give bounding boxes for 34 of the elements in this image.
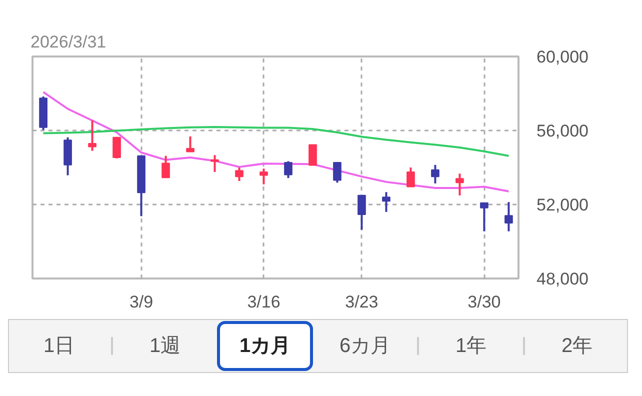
text: 1年 bbox=[454, 334, 488, 359]
x-tick-label: 3/23 bbox=[345, 292, 378, 312]
candlestick bbox=[284, 160, 292, 180]
text: 6カ月 bbox=[338, 334, 392, 359]
line-series bbox=[42, 91, 510, 192]
candlestick bbox=[88, 120, 96, 152]
candlestick bbox=[162, 154, 170, 179]
candlestick bbox=[504, 201, 513, 232]
candlestick bbox=[480, 202, 488, 232]
chart-title: 2026/3/31 bbox=[30, 32, 106, 52]
text: 1カ月 bbox=[217, 320, 313, 372]
candlestick bbox=[456, 172, 464, 196]
candlestick bbox=[431, 164, 440, 184]
line-series bbox=[42, 126, 510, 157]
candlestick bbox=[210, 154, 219, 173]
text: 1日 bbox=[42, 334, 76, 359]
candlestick bbox=[406, 166, 415, 188]
candlestick bbox=[112, 136, 121, 160]
y-tick-label: 56,000 bbox=[536, 122, 588, 140]
text: 1週 bbox=[148, 334, 182, 359]
candlestick bbox=[260, 168, 268, 186]
y-tick-label: 48,000 bbox=[536, 270, 588, 288]
candlestick bbox=[333, 160, 342, 184]
y-tick-label: 52,000 bbox=[536, 196, 588, 214]
candlestick bbox=[308, 144, 317, 166]
x-tick-label: 3/30 bbox=[468, 292, 501, 312]
candlestick bbox=[186, 135, 194, 153]
candlestick bbox=[382, 191, 390, 213]
candlestick bbox=[235, 166, 244, 182]
x-tick-label: 3/16 bbox=[247, 292, 280, 312]
y-tick-label: 60,000 bbox=[536, 48, 588, 66]
text: 2年 bbox=[560, 334, 594, 359]
candlestick bbox=[358, 194, 366, 231]
x-tick-label: 3/9 bbox=[129, 292, 154, 312]
